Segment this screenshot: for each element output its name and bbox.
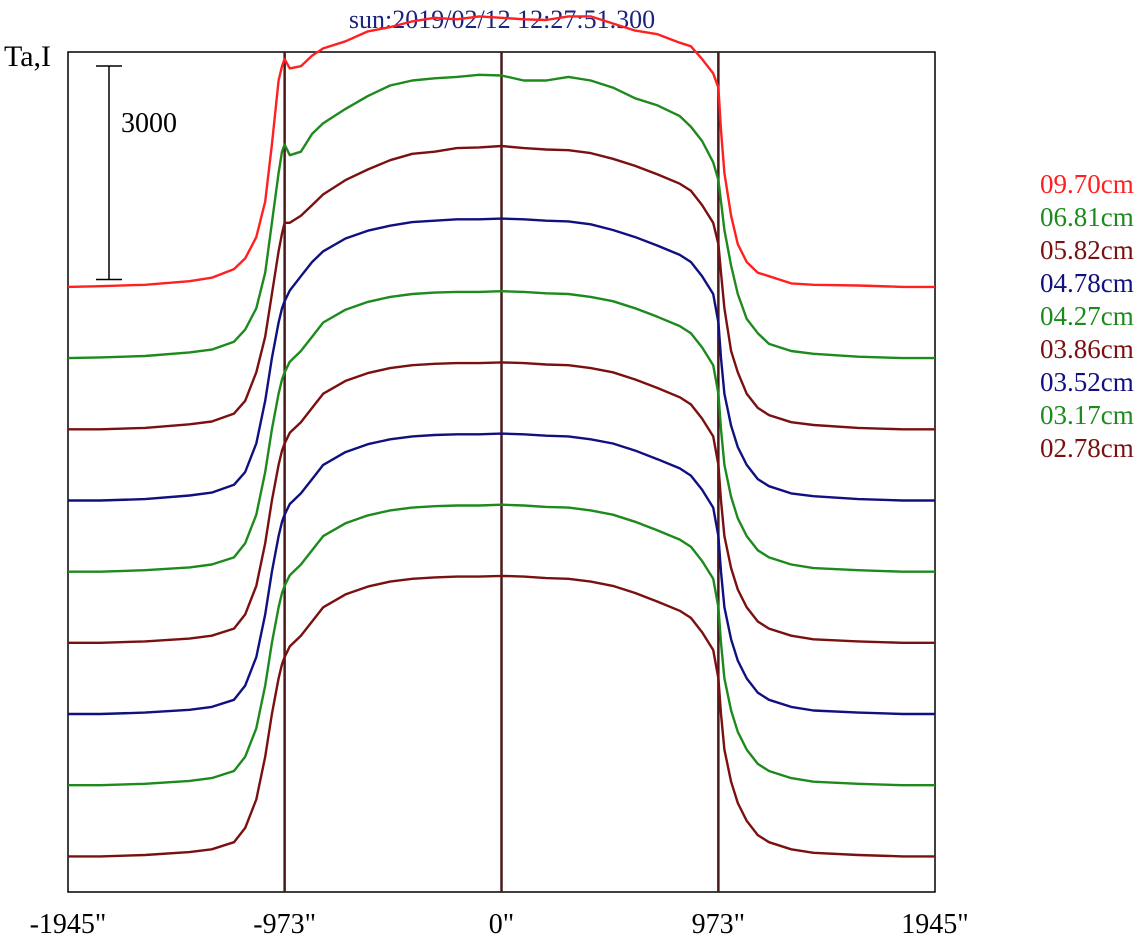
legend-entry-02.78cm: 02.78cm [1040, 433, 1134, 463]
series-line-04.27cm [68, 290, 935, 573]
legend-entry-03.86cm: 03.86cm [1040, 334, 1134, 364]
series-group [67, 15, 935, 858]
x-tick-label: 1945" [901, 909, 968, 940]
x-tick-label: 0" [489, 909, 514, 940]
x-tick-labels: -1945" -973" 0" 973" 1945" [30, 909, 969, 940]
x-tick-label: -1945" [30, 909, 107, 940]
chart-title: sun:2019/02/12 12:27:51.300 [349, 5, 655, 34]
legend-entry-04.27cm: 04.27cm [1040, 301, 1134, 331]
legend-entry-04.78cm: 04.78cm [1040, 268, 1134, 298]
legend-entry-03.52cm: 03.52cm [1040, 367, 1134, 397]
series-line-03.86cm [68, 361, 935, 644]
legend-entry-03.17cm: 03.17cm [1040, 400, 1134, 430]
legend-entry-09.70cm: 09.70cm [1040, 169, 1134, 199]
y-axis-label: Ta,I [4, 40, 51, 73]
x-tick-label: 973" [692, 909, 745, 940]
legend-entry-05.82cm: 05.82cm [1040, 235, 1134, 265]
series-line-06.81cm [67, 73, 935, 360]
series-line-03.17cm [68, 503, 935, 787]
scale-bar: 3000 [96, 65, 177, 281]
series-line-03.52cm [68, 432, 935, 716]
scale-bar-label: 3000 [121, 108, 177, 139]
series-line-02.78cm [68, 574, 935, 858]
x-tick-label: -973" [253, 909, 316, 940]
legend: 09.70cm06.81cm05.82cm04.78cm04.27cm03.86… [1040, 169, 1134, 463]
series-line-09.70cm [67, 15, 935, 289]
legend-entry-06.81cm: 06.81cm [1040, 202, 1134, 232]
series-line-04.78cm [68, 217, 935, 502]
series-line-05.82cm [68, 144, 935, 431]
